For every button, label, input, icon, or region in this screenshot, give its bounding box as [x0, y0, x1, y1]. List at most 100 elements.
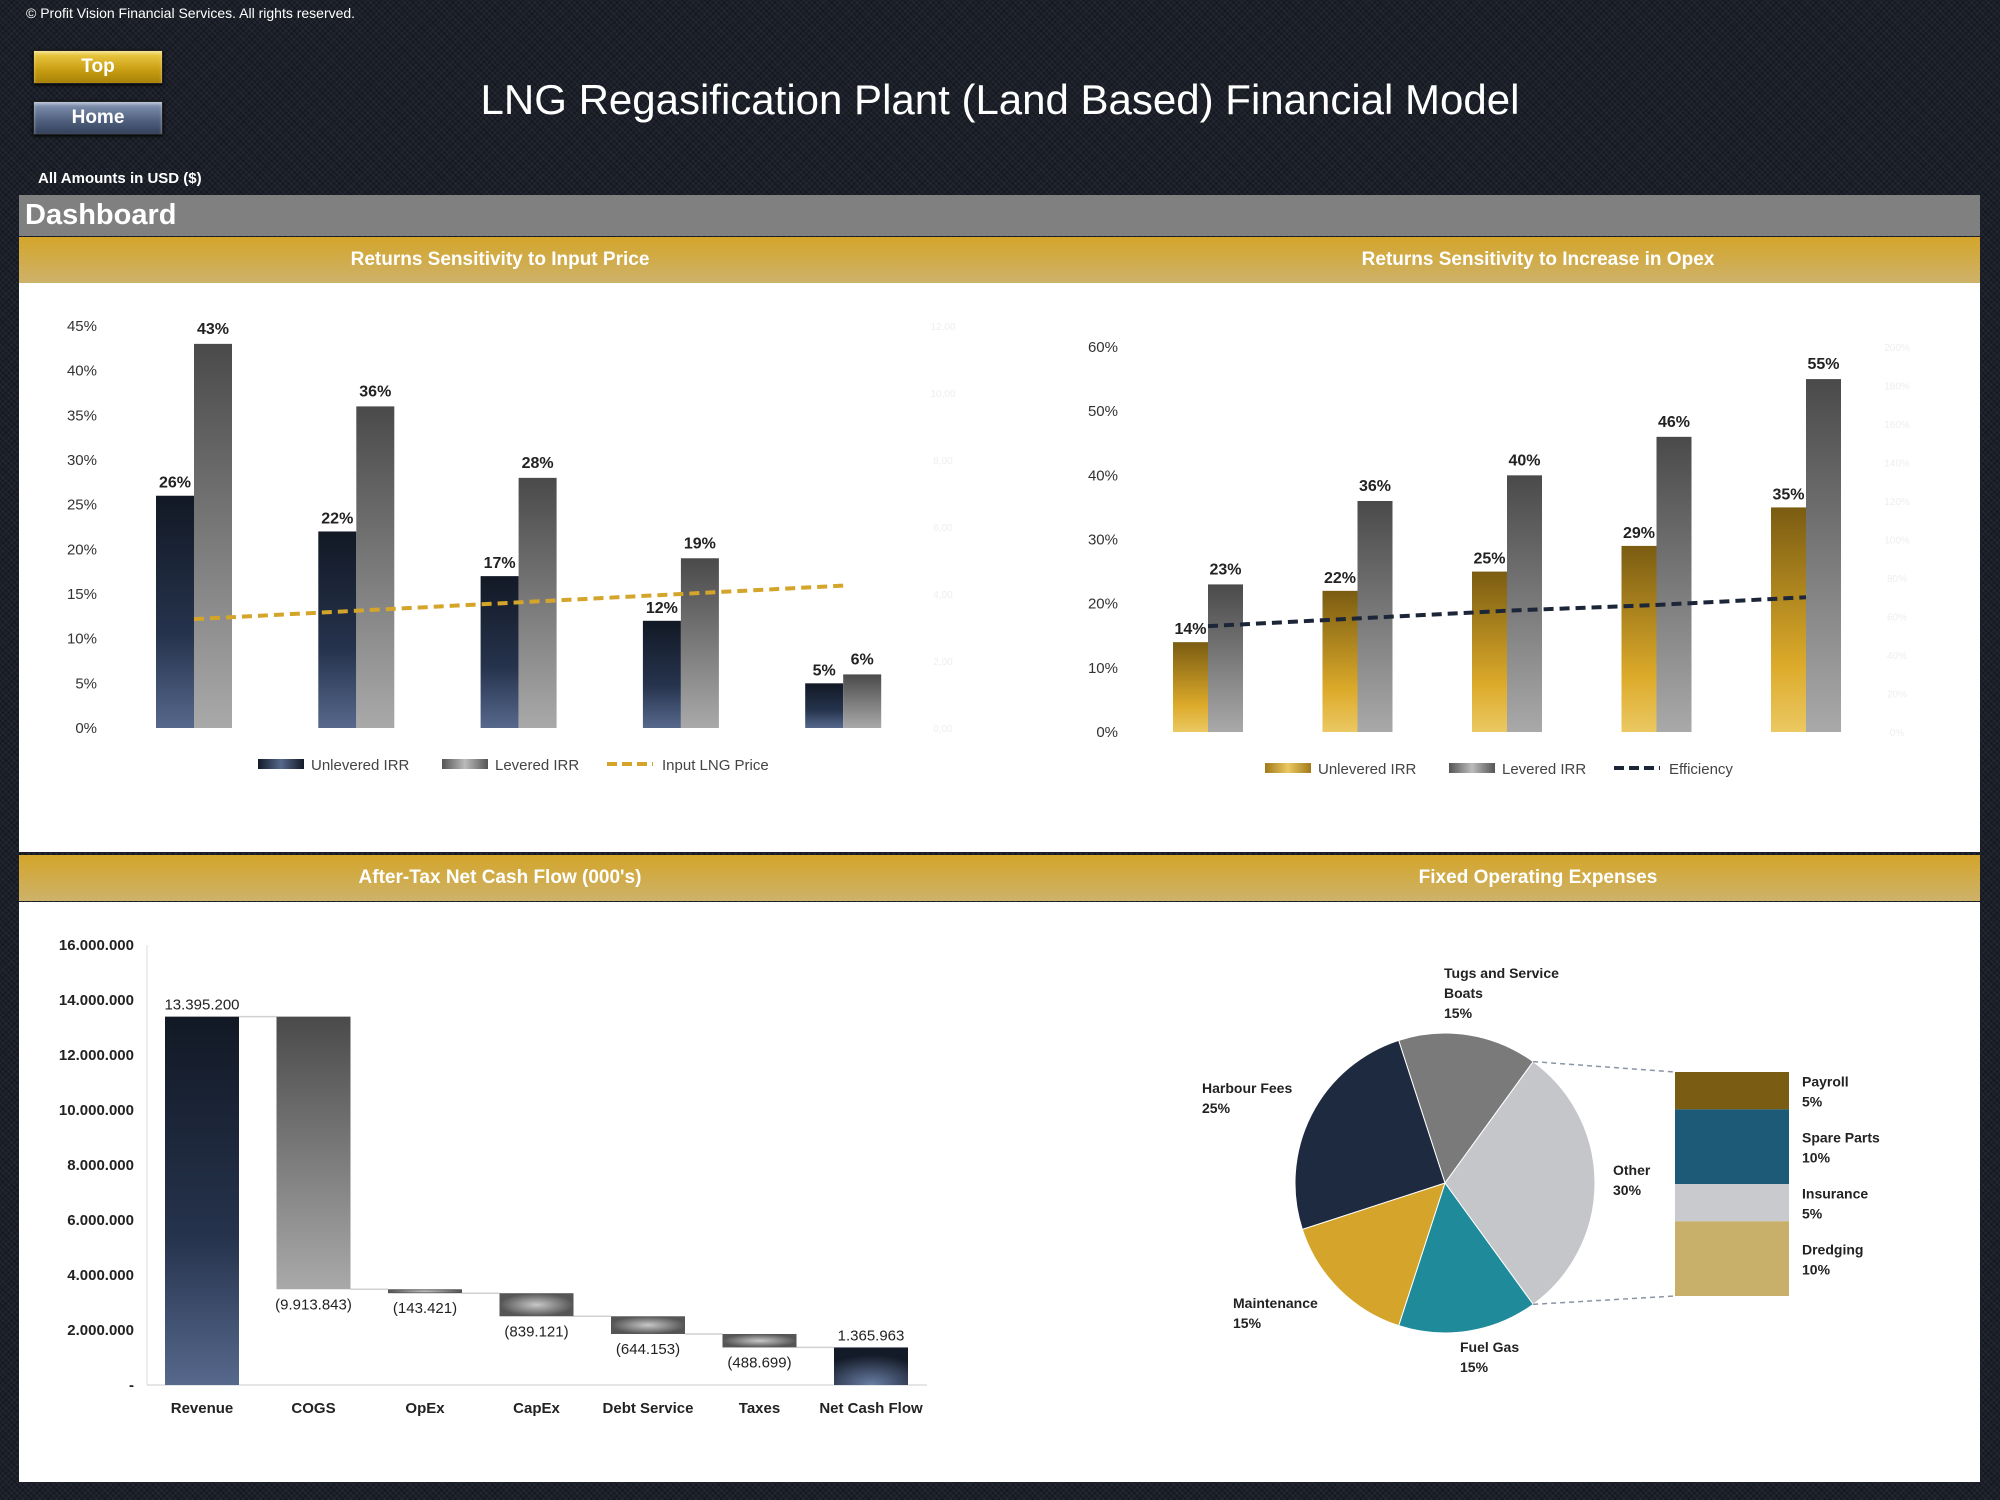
waterfall-bar-cogs: [276, 1016, 351, 1290]
series-line-efficiency: [1207, 595, 1807, 629]
category-label: Revenue: [171, 1400, 234, 1417]
data-label-levered: 36%: [359, 383, 391, 400]
y-tick-label: 10%: [67, 631, 97, 648]
legend-swatch-levered-irr: [442, 759, 488, 769]
data-label-levered: 55%: [1807, 356, 1839, 373]
y-tick-label: 35%: [67, 407, 97, 424]
legend-label-unlevered-irr: Unlevered IRR: [1318, 761, 1417, 778]
home-button[interactable]: Home: [33, 101, 163, 135]
breakdown-segment-insurance: [1675, 1184, 1789, 1222]
data-label-unlevered: 17%: [484, 555, 516, 572]
connector-line-top: [1533, 1060, 1676, 1073]
y-tick-label: -: [129, 1377, 134, 1394]
breakdown-label: Dredging: [1802, 1242, 1863, 1258]
y2-tick-label: 6,00: [933, 523, 953, 534]
y-tick-label: 6.000.000: [67, 1212, 134, 1229]
y2-tick-label: 12,00: [930, 322, 955, 333]
breakdown-label: Insurance: [1802, 1186, 1868, 1202]
bar-unlevered-irr: [156, 495, 194, 728]
legend-label-unlevered-irr: Unlevered IRR: [311, 757, 410, 774]
data-label: (9.913.843): [275, 1296, 352, 1313]
data-label-levered: 40%: [1508, 452, 1540, 469]
y2-tick-label: 0,00: [933, 724, 953, 735]
bar-levered-irr: [356, 406, 395, 728]
waterfall-bar-net-cash-flow: [834, 1347, 908, 1385]
bar-unlevered-irr: [1173, 642, 1208, 732]
y2-tick-label: 40%: [1887, 651, 1907, 662]
y2-tick-label: 4,00: [933, 590, 953, 601]
y2-tick-label: 100%: [1884, 536, 1910, 547]
data-label-levered: 36%: [1359, 478, 1391, 495]
y-tick-label: 2.000.000: [67, 1322, 134, 1339]
waterfall-bar-capex: [499, 1293, 574, 1317]
dashboard-bar: [19, 195, 1980, 236]
y-tick-label: 0%: [1096, 724, 1118, 741]
pie-slice-harbour-fees: [1294, 1039, 1446, 1230]
chart-title-fixed-opex: Fixed Operating Expenses: [1418, 867, 1658, 888]
pie-slice-other: [1444, 1060, 1596, 1306]
data-label-levered: 6%: [851, 651, 874, 668]
y-tick-label: 30%: [67, 452, 97, 469]
data-label: (488.699): [727, 1354, 791, 1371]
bar-unlevered-irr: [1621, 545, 1657, 732]
breakdown-label: Payroll: [1802, 1074, 1849, 1090]
category-label: COGS: [291, 1400, 335, 1417]
y2-tick-label: 0%: [1890, 728, 1905, 739]
y2-tick-label: 8,00: [933, 456, 953, 467]
bar-unlevered-irr: [480, 576, 519, 728]
category-label: Debt Service: [603, 1400, 694, 1417]
y-tick-label: 15%: [67, 586, 97, 603]
y-tick-label: 10.000.000: [59, 1102, 134, 1119]
bar-levered-irr: [1806, 379, 1841, 732]
legend-label-line: Efficiency: [1669, 761, 1733, 778]
breakdown-percent: 10%: [1802, 1150, 1831, 1166]
bar-levered-irr: [1507, 475, 1542, 732]
waterfall-bar-opex: [388, 1289, 462, 1294]
legend-label-levered-irr: Levered IRR: [495, 757, 579, 774]
breakdown-percent: 5%: [1802, 1094, 1823, 1110]
category-label: CapEx: [513, 1400, 560, 1417]
legend-label-line: Input LNG Price: [662, 757, 769, 774]
top-button[interactable]: Top: [33, 50, 163, 84]
chart-title-opex: Returns Sensitivity to Increase in Opex: [1361, 249, 1715, 270]
y-tick-label: 10%: [1088, 660, 1118, 677]
y2-tick-label: 160%: [1884, 420, 1910, 431]
category-label: Net Cash Flow: [819, 1400, 923, 1417]
breakdown-segment-spare-parts: [1675, 1109, 1789, 1184]
data-label-unlevered: 25%: [1473, 551, 1505, 568]
waterfall-bar-revenue: [165, 1016, 239, 1385]
page-title: LNG Regasification Plant (Land Based) Fi…: [480, 76, 1520, 123]
y-tick-label: 20%: [67, 541, 97, 558]
breakdown-label: Spare Parts: [1802, 1130, 1880, 1146]
pie-percent: 15%: [1233, 1315, 1262, 1331]
bar-levered-irr: [843, 674, 882, 728]
y2-tick-label: 120%: [1884, 497, 1910, 508]
data-label: 13.395.200: [164, 997, 239, 1014]
pie-slice-fuel-gas: [1398, 1181, 1534, 1334]
y-tick-label: 40%: [1088, 467, 1118, 484]
pie-percent: 25%: [1202, 1100, 1231, 1116]
y-tick-label: 0%: [75, 720, 97, 737]
data-label: (839.121): [504, 1323, 568, 1340]
pie-label: Harbour Fees: [1202, 1080, 1292, 1096]
y-tick-label: 40%: [67, 363, 97, 380]
category-label: OpEx: [405, 1400, 445, 1417]
y-tick-label: 25%: [67, 497, 97, 514]
y2-tick-label: 200%: [1884, 343, 1910, 354]
y-tick-label: 60%: [1088, 339, 1118, 356]
currency-note: All Amounts in USD ($): [38, 170, 202, 187]
copyright-text: © Profit Vision Financial Services. All …: [26, 5, 356, 21]
y-tick-label: 30%: [1088, 532, 1118, 549]
section-header-top: Returns Sensitivity to Input Price Retur…: [19, 237, 1980, 283]
breakdown-segment-payroll: [1675, 1072, 1789, 1110]
y-tick-label: 50%: [1088, 403, 1118, 420]
bar-levered-irr: [1656, 436, 1692, 732]
data-label-unlevered: 29%: [1623, 525, 1655, 542]
y-tick-label: 16.000.000: [59, 937, 134, 954]
pie-label: Boats: [1444, 985, 1483, 1001]
data-label-levered: 28%: [522, 455, 554, 472]
y-tick-label: 45%: [67, 318, 97, 335]
bar-unlevered-irr: [318, 531, 357, 728]
bar-levered-irr: [680, 558, 719, 728]
